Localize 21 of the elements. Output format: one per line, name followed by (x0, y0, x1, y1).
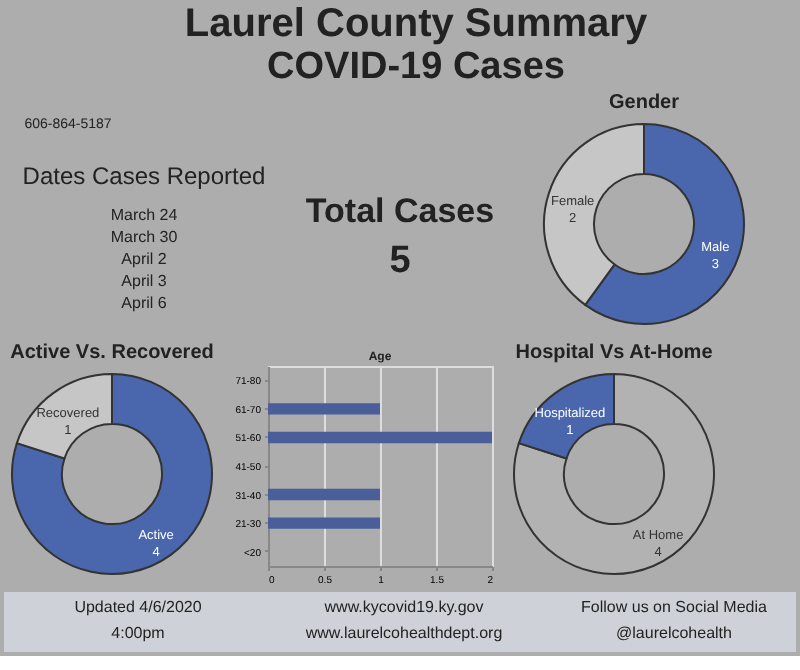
text: April 6 (121, 294, 168, 312)
text: Total Cases (305, 192, 495, 230)
text: March 30 (110, 228, 179, 246)
text: Laurel County Summary (184, 2, 649, 46)
chart-title: Active Vs. Recovered (10, 342, 214, 364)
text: Dates Cases Reported (22, 162, 266, 190)
text: April 2 (121, 250, 168, 268)
text: 4:00pm (111, 624, 166, 642)
text: Follow us on Social Media (581, 598, 769, 616)
text: 5 (389, 240, 412, 282)
text: @laurelcohealth (616, 624, 732, 642)
chart-title: Gender (608, 92, 680, 114)
donut-slice (513, 373, 715, 575)
donut-slice (11, 373, 213, 575)
text: March 24 (110, 206, 179, 224)
text: www.laurelcohealthdept.org (303, 624, 503, 642)
text: April 3 (121, 272, 168, 290)
text: COVID-19 Cases (267, 46, 565, 88)
chart-title: Hospital Vs At-Home (515, 342, 714, 364)
text: www.kycovid19.ky.gov (322, 598, 484, 616)
text: Updated 4/6/2020 (74, 598, 203, 616)
